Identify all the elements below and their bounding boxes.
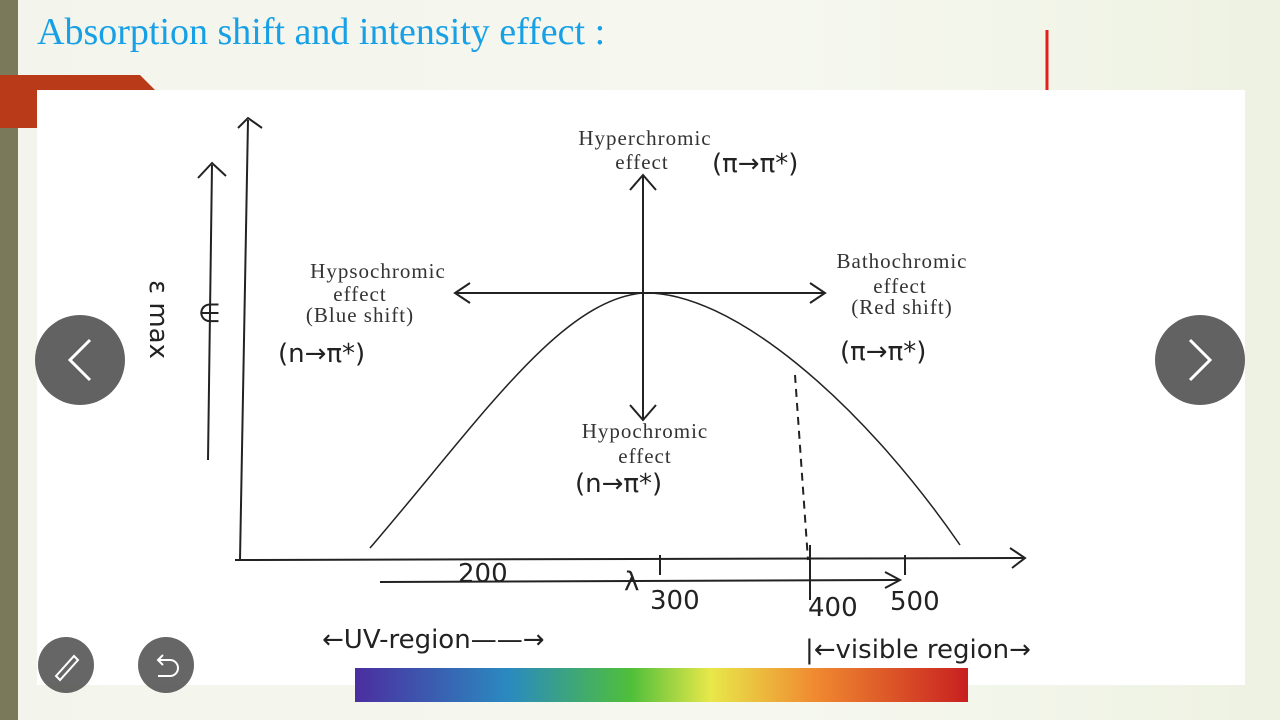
label: (n→π*) bbox=[575, 469, 662, 499]
label: (Red shift) bbox=[851, 295, 952, 319]
axis-label: ε max bbox=[143, 280, 173, 359]
slide-title: Absorption shift and intensity effect : bbox=[37, 11, 605, 53]
diagram-image bbox=[37, 90, 1245, 685]
label: effect bbox=[615, 150, 668, 174]
label: effect bbox=[618, 444, 671, 468]
dashed-line bbox=[794, 374, 809, 561]
label: Hyperchromic bbox=[578, 126, 711, 150]
prev-button[interactable] bbox=[35, 315, 125, 405]
wavelength-arrow bbox=[379, 571, 903, 589]
side-strip bbox=[0, 0, 18, 720]
pen-button[interactable] bbox=[38, 637, 94, 693]
label: (Blue shift) bbox=[306, 303, 414, 327]
label: (π→π*) bbox=[840, 337, 926, 367]
undo-button[interactable] bbox=[138, 637, 194, 693]
axis-label: λ bbox=[624, 567, 639, 597]
label: effect bbox=[873, 274, 926, 298]
label: Bathochromic bbox=[837, 249, 968, 273]
label: effect bbox=[333, 282, 386, 306]
tick-label: 300 bbox=[650, 586, 700, 616]
tick-label: 200 bbox=[458, 559, 508, 589]
label: (n→π*) bbox=[278, 339, 365, 369]
intensity-arrow bbox=[197, 161, 227, 461]
label: Hypochromic bbox=[582, 419, 708, 443]
horizontal-arrow bbox=[453, 282, 827, 304]
label: Hypsochromic bbox=[310, 259, 446, 283]
region-label: ←UV-region——→ bbox=[322, 625, 544, 655]
next-button[interactable] bbox=[1155, 315, 1245, 405]
tick-label: 500 bbox=[890, 587, 940, 617]
tick-marks bbox=[659, 545, 906, 600]
label: (π→π*) bbox=[712, 149, 798, 179]
diagram-lines bbox=[197, 116, 1027, 600]
tick-label: 400 bbox=[808, 593, 858, 623]
spectrum-bar bbox=[355, 668, 968, 702]
x-axis bbox=[234, 547, 1027, 569]
axis-label: ∈ bbox=[198, 299, 221, 329]
vertical-arrow bbox=[629, 173, 657, 422]
region-label: |←visible region→ bbox=[805, 635, 1031, 665]
y-axis bbox=[237, 116, 263, 561]
